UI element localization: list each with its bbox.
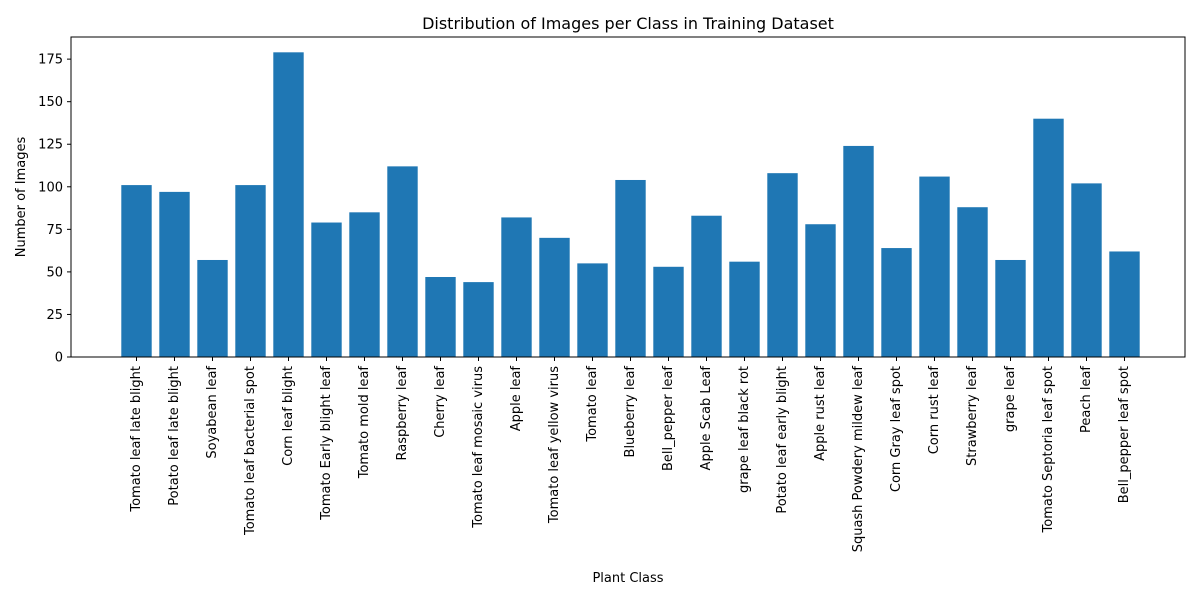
bar-14 (653, 266, 684, 357)
y-tick-label-6: 150 (38, 95, 63, 110)
x-axis: Tomato leaf late blight Potato leaf late … (129, 357, 1132, 552)
bar-10 (501, 217, 532, 357)
bar-17 (767, 173, 798, 357)
y-tick-label-0: 0 (55, 351, 63, 366)
x-axis-label: Plant Class (592, 571, 663, 586)
bar-1 (159, 191, 190, 357)
x-tick-label-15: Apple Scab Leaf (699, 366, 714, 471)
y-tick-label-4: 100 (38, 180, 63, 195)
x-tick-label-6: Tomato mold leaf (357, 366, 372, 480)
x-tick-label-1: Potato leaf late blight (167, 366, 182, 506)
x-tick-label-25: Peach leaf (1079, 366, 1094, 433)
y-axis-label: Number of Images (14, 137, 29, 258)
y-tick-label-3: 75 (46, 223, 63, 238)
x-tick-label-4: Corn leaf blight (281, 366, 296, 466)
bar-4 (273, 52, 304, 357)
x-tick-label-20: Corn Gray leaf spot (889, 366, 904, 492)
x-tick-label-19: Squash Powdery mildew leaf (851, 366, 866, 553)
x-tick-label-18: Apple rust leaf (813, 366, 828, 461)
x-tick-label-10: Apple leaf (509, 366, 524, 432)
bar-6 (349, 212, 380, 357)
bar-19 (843, 145, 874, 357)
x-tick-label-0: Tomato leaf late blight (129, 366, 144, 513)
y-axis: 0 25 50 75 100 125 150 175 (38, 53, 71, 366)
x-tick-label-2: Soyabean leaf (205, 366, 220, 459)
bar-18 (805, 224, 836, 357)
x-tick-label-22: Strawberry leaf (965, 366, 980, 466)
x-tick-label-14: Bell_pepper leaf (661, 366, 676, 471)
x-tick-label-8: Cherry leaf (433, 366, 448, 438)
bar-16 (729, 261, 760, 357)
y-tick-label-5: 125 (38, 138, 63, 153)
x-tick-label-16: grape leaf black rot (737, 366, 752, 493)
x-tick-label-5: Tomato Early blight leaf (319, 366, 334, 521)
x-tick-label-23: grape leaf (1003, 366, 1018, 433)
x-tick-label-13: Blueberry leaf (623, 366, 638, 458)
x-tick-label-7: Raspberry leaf (395, 366, 410, 461)
bar-24 (1033, 118, 1064, 357)
bar-0 (121, 185, 152, 357)
y-tick-label-2: 50 (46, 265, 63, 280)
x-tick-label-24: Tomato Septoria leaf spot (1041, 366, 1056, 533)
bar-15 (691, 215, 722, 357)
y-tick-label-7: 175 (38, 53, 63, 68)
bar-25 (1071, 183, 1102, 357)
chart-title: Distribution of Images per Class in Trai… (422, 14, 834, 33)
bar-7 (387, 166, 418, 357)
bar-20 (881, 248, 912, 357)
bar-5 (311, 222, 342, 357)
bar-26 (1109, 251, 1140, 357)
bar-21 (919, 176, 950, 357)
x-tick-label-11: Tomato leaf yellow virus (547, 366, 562, 524)
bar-2 (197, 259, 228, 357)
bar-3 (235, 185, 266, 357)
x-tick-label-3: Tomato leaf bacterial spot (243, 366, 258, 536)
x-tick-label-12: Tomato leaf (585, 366, 600, 443)
x-tick-label-9: Tomato leaf mosaic virus (471, 366, 486, 529)
y-tick-label-1: 25 (46, 308, 63, 323)
x-tick-label-21: Corn rust leaf (927, 366, 942, 455)
bar-11 (539, 237, 570, 357)
bar-13 (615, 179, 646, 357)
x-tick-label-17: Potato leaf early blight (775, 366, 790, 514)
x-tick-label-26: Bell_pepper leaf spot (1117, 366, 1132, 503)
bars-group (121, 52, 1140, 357)
bar-12 (577, 263, 608, 357)
plot-frame (70, 36, 1186, 358)
bar-8 (425, 277, 456, 357)
bar-23 (995, 259, 1026, 357)
bar-9 (463, 282, 494, 357)
bar-22 (957, 207, 988, 357)
